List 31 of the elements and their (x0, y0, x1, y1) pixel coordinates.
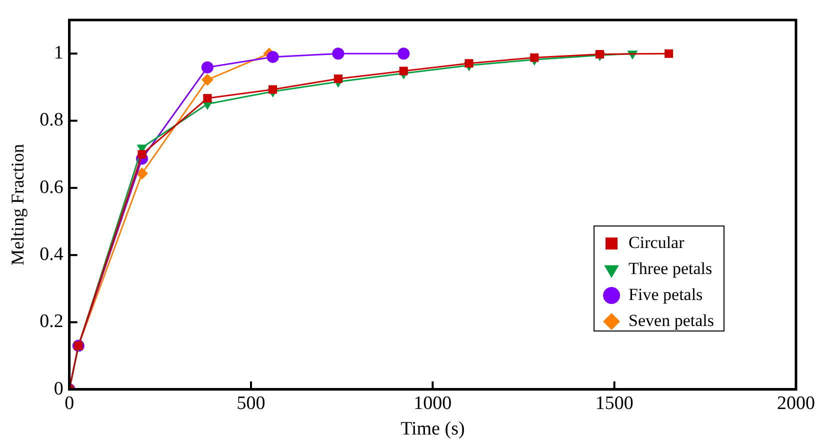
point (138, 150, 146, 159)
y-tick-label: 0.4 (40, 244, 64, 266)
point (266, 50, 279, 63)
point (398, 48, 410, 60)
y-tick-label: 0.6 (40, 176, 64, 198)
legend-label: Circular (628, 232, 685, 252)
x-tick-label: 1000 (414, 392, 452, 414)
point (530, 53, 539, 62)
y-tick-label: 0 (54, 378, 64, 400)
x-tick-label: 1500 (595, 392, 634, 414)
point (201, 74, 214, 86)
legend-label: Seven petals (628, 310, 714, 330)
point (334, 74, 342, 84)
point (399, 66, 408, 76)
point (201, 61, 214, 74)
legend-label: Five petals (628, 284, 703, 304)
y-tick-label: 1 (54, 42, 64, 64)
point (332, 48, 344, 60)
point (664, 49, 674, 58)
legend-label: Three petals (628, 258, 712, 278)
x-tick-label: 2000 (777, 392, 815, 414)
y-tick-label: 0.8 (40, 110, 64, 131)
point (136, 167, 148, 180)
x-tick-label: 500 (236, 392, 266, 414)
y-axis-title: Melting Fraction (8, 144, 28, 266)
y-tick-label: 0.2 (40, 311, 64, 332)
x-axis-title: Time (s) (400, 418, 465, 440)
point (596, 50, 604, 58)
point (203, 94, 212, 102)
point (464, 59, 474, 68)
point (268, 85, 278, 94)
